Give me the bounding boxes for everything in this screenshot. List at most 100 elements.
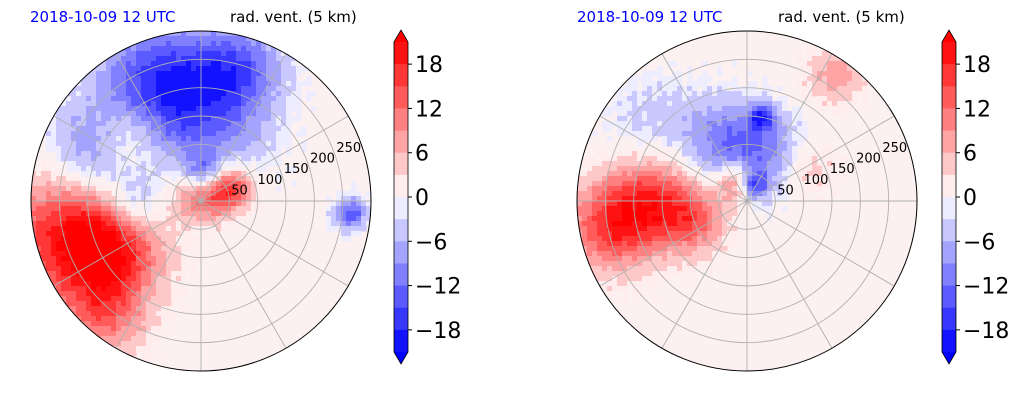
field-cell bbox=[772, 121, 778, 127]
field-cell bbox=[682, 211, 688, 217]
field-cell bbox=[101, 126, 107, 132]
field-cell bbox=[146, 331, 152, 337]
field-cell bbox=[166, 236, 172, 242]
field-cell bbox=[121, 221, 127, 227]
field-cell bbox=[737, 166, 743, 172]
field-cell bbox=[692, 136, 698, 142]
field-cell bbox=[191, 41, 197, 47]
field-cell bbox=[276, 111, 282, 117]
field-cell bbox=[116, 286, 122, 292]
field-cell bbox=[111, 266, 117, 272]
field-cell bbox=[637, 231, 643, 237]
field-cell bbox=[652, 121, 658, 127]
field-cell bbox=[191, 61, 197, 67]
field-cell bbox=[166, 46, 172, 52]
field-cell bbox=[692, 196, 698, 202]
field-cell bbox=[772, 136, 778, 142]
field-cell bbox=[637, 121, 643, 127]
field-cell bbox=[151, 151, 157, 157]
field-cell bbox=[842, 106, 848, 112]
field-cell bbox=[91, 241, 97, 247]
field-cell bbox=[101, 266, 107, 272]
field-cell bbox=[682, 246, 688, 252]
field-cell bbox=[652, 136, 658, 142]
field-cell bbox=[101, 201, 107, 207]
field-cell bbox=[131, 256, 137, 262]
field-cell bbox=[607, 251, 613, 257]
field-cell bbox=[116, 131, 122, 137]
field-cell bbox=[156, 71, 162, 77]
field-cell bbox=[101, 171, 107, 177]
field-cell bbox=[146, 206, 152, 212]
field-cell bbox=[662, 196, 668, 202]
field-cell bbox=[131, 66, 137, 72]
field-cell bbox=[707, 256, 713, 262]
field-cell bbox=[56, 241, 62, 247]
field-cell bbox=[91, 271, 97, 277]
field-cell bbox=[777, 151, 783, 157]
field-cell bbox=[622, 101, 628, 107]
field-cell bbox=[211, 66, 217, 72]
field-cell bbox=[657, 261, 663, 267]
field-cell bbox=[126, 341, 132, 347]
field-cell bbox=[116, 81, 122, 87]
field-cell bbox=[241, 196, 247, 202]
field-cell bbox=[687, 86, 693, 92]
field-cell bbox=[171, 266, 177, 272]
field-cell bbox=[246, 31, 252, 37]
field-cell bbox=[266, 136, 272, 142]
field-cell bbox=[71, 141, 77, 147]
field-cell bbox=[71, 286, 77, 292]
field-cell bbox=[687, 181, 693, 187]
field-cell bbox=[86, 246, 92, 252]
field-cell bbox=[772, 101, 778, 107]
field-cell bbox=[657, 131, 663, 137]
field-cell bbox=[91, 171, 97, 177]
field-cell bbox=[336, 226, 342, 232]
field-cell bbox=[346, 236, 352, 242]
field-cell bbox=[96, 316, 102, 322]
field-cell bbox=[802, 186, 808, 192]
field-cell bbox=[71, 306, 77, 312]
field-cell bbox=[96, 326, 102, 332]
field-cell bbox=[602, 151, 608, 157]
field-cell bbox=[246, 56, 252, 62]
field-cell bbox=[261, 151, 267, 157]
field-cell bbox=[136, 286, 142, 292]
field-cell bbox=[116, 141, 122, 147]
field-cell bbox=[361, 196, 367, 202]
field-cell bbox=[66, 281, 72, 287]
field-cell bbox=[166, 161, 172, 167]
field-cell bbox=[727, 91, 733, 97]
field-cell bbox=[812, 51, 818, 57]
field-cell bbox=[96, 91, 102, 97]
field-cell bbox=[807, 156, 813, 162]
field-cell bbox=[241, 41, 247, 47]
field-cell bbox=[131, 301, 137, 307]
field-cell bbox=[226, 186, 232, 192]
field-cell bbox=[622, 266, 628, 272]
field-cell bbox=[261, 56, 267, 62]
field-cell bbox=[96, 206, 102, 212]
field-cell bbox=[71, 96, 77, 102]
field-cell bbox=[777, 156, 783, 162]
field-cell bbox=[632, 256, 638, 262]
field-cell bbox=[221, 31, 227, 37]
field-cell bbox=[697, 91, 703, 97]
field-cell bbox=[612, 196, 618, 202]
field-cell bbox=[96, 201, 102, 207]
field-cell bbox=[612, 121, 618, 127]
field-cell bbox=[827, 161, 833, 167]
field-cell bbox=[76, 116, 82, 122]
field-cell bbox=[251, 201, 257, 207]
field-cell bbox=[692, 101, 698, 107]
field-cell bbox=[96, 126, 102, 132]
field-cell bbox=[732, 126, 738, 132]
field-cell bbox=[672, 166, 678, 172]
field-cell bbox=[737, 96, 743, 102]
field-cell bbox=[206, 161, 212, 167]
field-cell bbox=[51, 176, 57, 182]
panel-date-title: 2018-10-09 12 UTC bbox=[577, 8, 723, 26]
field-cell bbox=[602, 156, 608, 162]
field-cell bbox=[587, 271, 593, 277]
